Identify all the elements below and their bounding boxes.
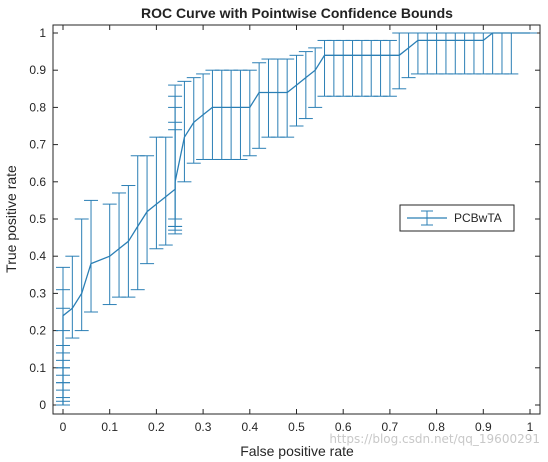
y-tick-label: 0.4 <box>29 249 46 263</box>
y-tick-label: 0.3 <box>29 286 46 300</box>
chart-title: ROC Curve with Pointwise Confidence Boun… <box>141 5 453 21</box>
x-axis-ticks: 0 0.1 0.2 0.3 0.4 0.5 0.6 0.7 0.8 0.9 1 <box>60 25 534 434</box>
roc-curve-group <box>62 32 530 405</box>
x-tick-label: 0.3 <box>195 420 212 434</box>
x-tick-label: 0.9 <box>475 420 492 434</box>
x-tick-label: 0.1 <box>101 420 118 434</box>
x-tick-label: 1 <box>527 420 534 434</box>
y-tick-label: 0.8 <box>29 100 46 114</box>
x-axis-label: False positive rate <box>240 443 354 459</box>
y-tick-label: 0.6 <box>29 175 46 189</box>
x-tick-label: 0.2 <box>148 420 165 434</box>
legend: PCBwTA <box>399 204 515 232</box>
y-tick-label: 0.2 <box>29 324 46 338</box>
x-tick-label: 0.4 <box>241 420 258 434</box>
y-tick-label: 0.9 <box>29 63 46 77</box>
x-tick-label: 0 <box>60 420 67 434</box>
y-tick-label: 0.1 <box>29 361 46 375</box>
watermark-text: https://blog.csdn.net/qq_19600291 <box>329 432 540 446</box>
y-axis-ticks: 0 0.1 0.2 0.3 0.4 0.5 0.6 0.7 0.8 0.9 1 <box>29 26 540 412</box>
x-tick-label: 0.8 <box>428 420 445 434</box>
y-tick-label: 0.5 <box>29 212 46 226</box>
x-tick-label: 0.7 <box>382 420 399 434</box>
y-axis-label: True positive rate <box>3 165 19 273</box>
x-tick-label: 0.5 <box>288 420 305 434</box>
y-tick-label: 1 <box>39 26 46 40</box>
roc-curve-line <box>62 32 530 405</box>
x-tick-label: 0.6 <box>335 420 352 434</box>
legend-entry-pcbwta: PCBwTA <box>454 211 502 225</box>
legend-errorbar-symbol <box>407 210 447 226</box>
y-tick-label: 0.7 <box>29 138 46 152</box>
y-tick-label: 0 <box>39 398 46 412</box>
